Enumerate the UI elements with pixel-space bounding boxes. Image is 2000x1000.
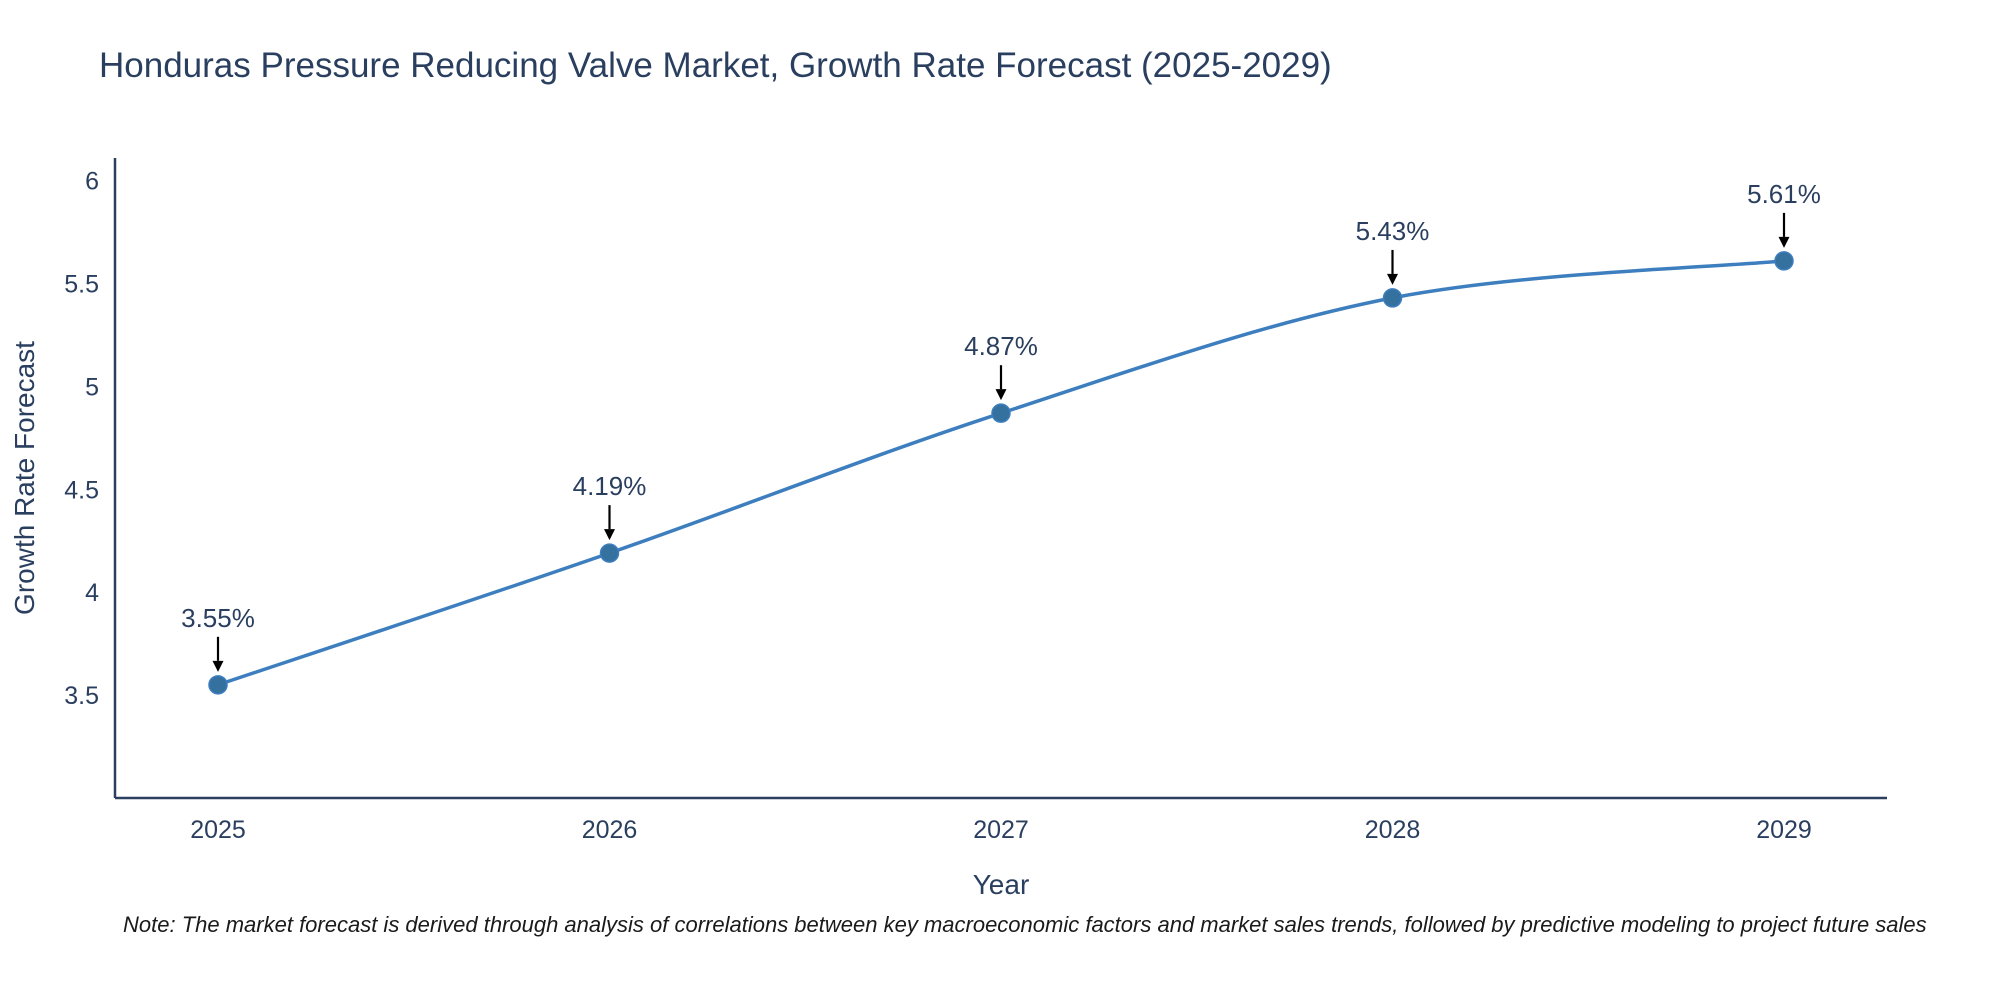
annotation-arrow-head bbox=[995, 389, 1007, 401]
data-point-2025 bbox=[208, 675, 228, 695]
x-tick-label: 2027 bbox=[973, 816, 1029, 844]
annotations: 3.55% 4.19% 4.87% 5.43% 5.61% bbox=[181, 179, 1821, 672]
annotation-label: 5.43% bbox=[1356, 216, 1430, 246]
y-tick-label: 3.5 bbox=[64, 682, 99, 710]
data-points bbox=[208, 251, 1794, 695]
y-tick-label: 5.5 bbox=[64, 271, 99, 299]
data-point-2027 bbox=[991, 403, 1011, 423]
x-tick-label: 2026 bbox=[582, 816, 638, 844]
annotation-arrow-head bbox=[1387, 273, 1398, 285]
y-tick-labels: 3.5 4 4.5 5 5.5 6 bbox=[64, 168, 99, 710]
chart-title: Honduras Pressure Reducing Valve Market,… bbox=[99, 46, 1332, 85]
axes bbox=[113, 158, 1887, 800]
annotation-label: 4.19% bbox=[573, 471, 647, 501]
y-axis-title: Growth Rate Forecast bbox=[9, 341, 40, 615]
x-tick-label: 2025 bbox=[190, 816, 246, 844]
x-tick-label: 2029 bbox=[1756, 816, 1812, 844]
annotation-label: 4.87% bbox=[964, 331, 1038, 361]
y-tick-label: 6 bbox=[85, 168, 99, 196]
x-tick-label: 2028 bbox=[1365, 816, 1421, 844]
footnote: Note: The market forecast is derived thr… bbox=[123, 912, 1927, 937]
data-point-2029 bbox=[1774, 251, 1794, 271]
x-tick-labels: 2025 2026 2027 2028 2029 bbox=[190, 816, 1812, 844]
data-point-2028 bbox=[1382, 288, 1403, 308]
data-point-2026 bbox=[599, 543, 620, 563]
y-tick-label: 4.5 bbox=[64, 476, 99, 504]
annotation-arrow-head bbox=[212, 660, 224, 672]
annotation-arrow-head bbox=[604, 529, 615, 541]
y-tick-label: 5 bbox=[85, 373, 99, 401]
annotation-arrow-head bbox=[1778, 236, 1790, 248]
y-tick-label: 4 bbox=[85, 579, 99, 607]
x-axis-title: Year bbox=[973, 869, 1030, 900]
series-line bbox=[216, 259, 1786, 687]
annotation-label: 5.61% bbox=[1747, 179, 1821, 209]
annotation-label: 3.55% bbox=[181, 603, 255, 633]
